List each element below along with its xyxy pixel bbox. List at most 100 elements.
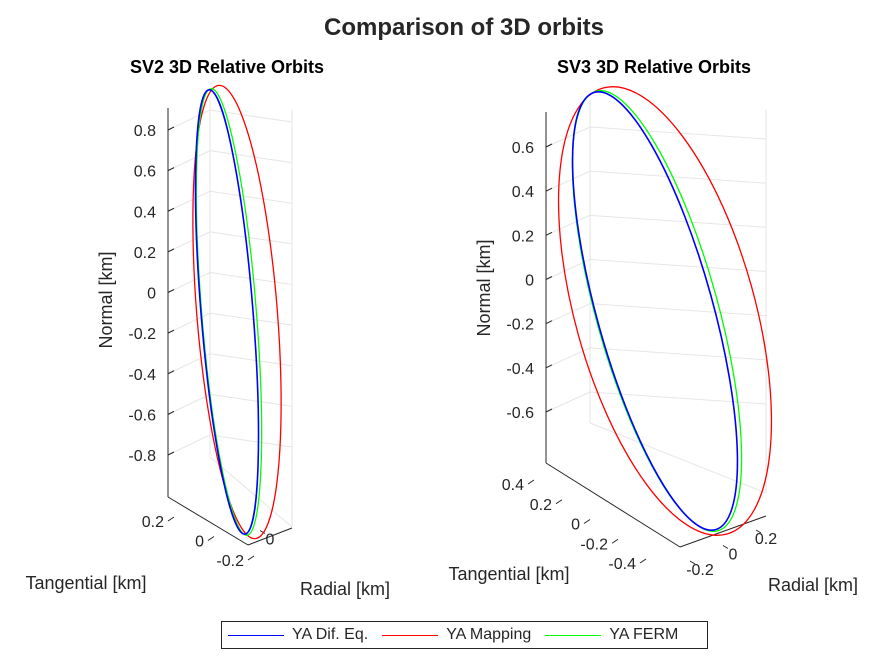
sv2-xlabel: Radial [km] [300,579,390,599]
sv3-xlabel: Radial [km] [768,575,858,595]
sv3-z-ticks: 0.6 0.4 0.2 0 -0.2 -0.4 -0.6 [506,140,553,422]
sv2-z-tick [167,410,175,415]
sv2-z-ticks: 0.8 0.6 0.4 0.2 0 -0.2 -0.4 -0.6 -0.8 [128,123,175,465]
sv2-x-axis [247,527,293,546]
sv2-grid-line [167,393,211,415]
sv3-z-tick-label: 0.4 [512,184,534,201]
sv3-y-tick-label: 0.2 [530,497,552,514]
sv3-grid-line [545,170,591,192]
sv3-grid-line [589,259,767,272]
sv2-grid-line [167,190,211,212]
sv2-grid-line [209,150,293,164]
sv2-z-tick [167,126,175,131]
sv3-x-tick [755,529,762,534]
sv3-z-tick-label: -0.2 [506,317,534,334]
sv2-grid-line [209,434,293,448]
sv3-grid-line [589,126,767,140]
sv2-grid-line [167,109,211,131]
sv3-grid-line [545,303,591,325]
sv2-y-tick-label: -0.2 [216,553,244,570]
sv3-grid-line [545,126,591,148]
sv2-z-tick-label: -0.2 [128,326,156,343]
sv2-y-tick [167,516,175,522]
sv2-x-tick [259,530,266,534]
legend: YA Dif. Eq. YA Mapping YA FERM [221,621,708,649]
sv2-grid-line [209,393,293,407]
sv3-z-tick [545,143,553,148]
sv2-z-tick-label: -0.8 [128,448,156,465]
sv3-y-tick [527,479,535,485]
sv3-x-ticks: -0.2 0 0.2 [686,529,777,579]
sv3-x-tick [722,545,729,549]
sv2-grid-line [167,272,211,293]
sv2-z-tick [167,289,175,293]
sv2-x-tick-label: 0 [266,532,275,549]
sv2-z-tick [167,248,175,253]
sv2-z-tick-label: 0.8 [134,123,156,140]
sv3-x-axis [679,515,767,548]
sv3-y-tick-label: 0 [571,517,580,534]
sv2-grid-line [167,312,211,334]
sv2-orbit-ya-dif-eq [194,89,260,535]
sv3-grid-line [589,303,767,317]
sv3-orbit-ya-mapping [557,86,773,536]
sv2-z-tick-label: 0.4 [134,204,156,221]
subplot-sv2: SV2 3D Relative Orbits 0.8 0.6 0.4 0.2 0 -0.2… [25,57,390,599]
sv3-y-tick-label: 0.4 [502,477,524,494]
sv3-grid-line [589,347,767,361]
sv3-z-tick [545,276,553,280]
sv3-y-tick-label: -0.2 [580,536,608,553]
sv3-z-tick-label: 0.2 [512,228,534,245]
sv3-x-tick [689,560,696,565]
sv2-y-tick [247,555,255,561]
sv3-z-tick [545,187,553,192]
legend-swatch-dif-eq [228,634,284,636]
sv2-ylabel: Tangential [km] [25,573,146,593]
sv3-grid [545,100,767,494]
sv2-y-axis [167,496,249,546]
sv3-x-tick-label: 0 [729,547,738,564]
legend-swatch-ferm [545,634,602,636]
sv2-grid-line [209,272,293,285]
sv3-y-tick [583,519,591,524]
sv3-grid-line [589,214,767,228]
sv3-y-tick-label: -0.4 [608,556,636,573]
sv2-z-tick [167,207,175,212]
sv2-y-tick-label: 0.2 [142,514,164,531]
sv2-y-tick [207,536,215,541]
sv3-y-tick [611,538,619,544]
sv3-orbit-curves [557,86,773,536]
sv3-grid-line [589,170,767,184]
sv3-ylabel: Tangential [km] [448,564,569,584]
legend-swatch-mapping [382,634,439,636]
sv3-grid-line [589,391,767,405]
sv2-grid-line [167,231,211,253]
sv3-grid-line [545,214,591,236]
sv3-y-tick [555,499,563,505]
sv3-zlabel: Normal [km] [474,239,494,336]
sv2-grid-line [209,353,293,367]
sv2-grid [167,100,293,528]
sv2-z-tick-label: -0.4 [128,367,156,384]
sv2-grid-line [167,150,211,172]
sv2-y-ticks: 0.2 0 -0.2 [142,514,255,570]
sv3-y-ticks: 0.4 0.2 0-0.2-0.4 [502,477,647,573]
sv3-z-tick [545,408,553,413]
sv2-title: SV2 3D Relative Orbits [130,57,324,77]
sv2-x-ticks: 0 [259,530,275,549]
legend-item-mapping: YA Mapping [382,626,531,644]
sv2-orbit-ya-ferm [195,88,263,536]
sv2-z-tick [167,329,175,334]
figure-title: Comparison of 3D orbits [324,14,604,41]
sv2-z-tick-label: 0 [147,286,156,303]
sv2-grid-line [167,434,211,456]
sv2-grid-line [209,312,293,326]
sv2-orbit-ya-mapping [192,84,282,540]
sv2-axes [167,108,293,546]
subplot-sv3: SV3 3D Relative Orbits 0.60.40.20-0.2-0.… [448,57,858,595]
sv3-grid-line [545,391,591,413]
sv2-orbit-curves [192,84,282,540]
sv2-grid-line [209,231,293,245]
sv3-y-tick [639,558,647,564]
sv3-z-tick-label: -0.4 [506,361,534,378]
